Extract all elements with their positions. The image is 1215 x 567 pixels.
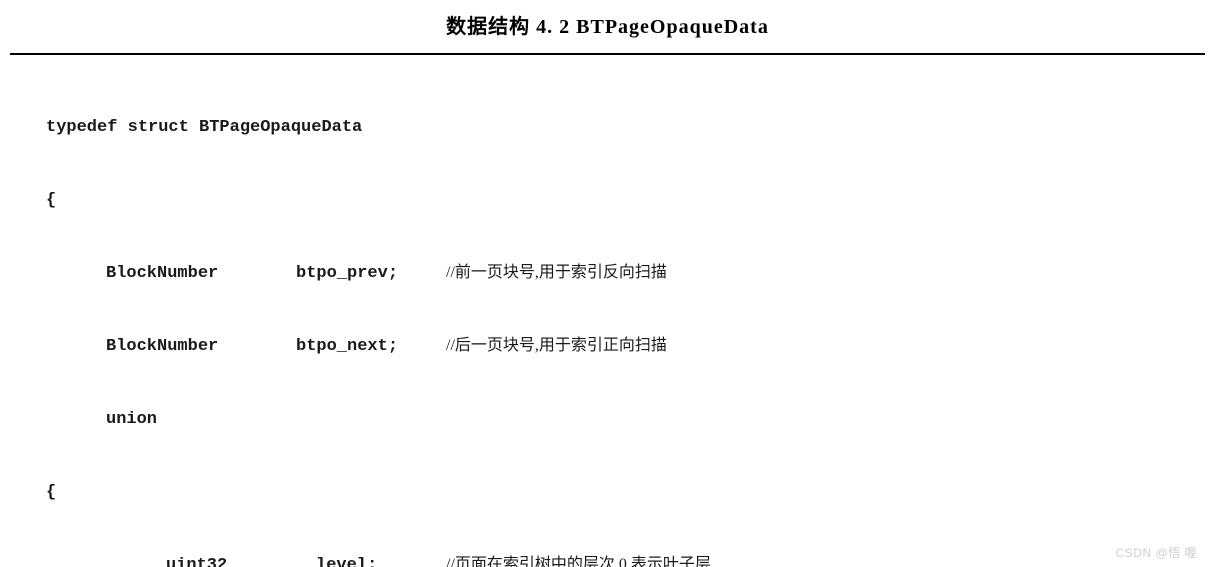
document-page: 数据结构 4. 2 BTPageOpaqueData typedef struc…: [0, 0, 1215, 567]
code-line: {: [46, 183, 1205, 220]
field-type: uint32: [166, 548, 316, 567]
field-name: btpo_prev;: [296, 256, 446, 293]
field-row: union: [46, 402, 1205, 439]
field-row: BlockNumberbtpo_next;//后一页块号,用于索引正向扫描: [46, 329, 1205, 366]
field-comment: //页面在索引树中的层次,0 表示叶子层: [446, 548, 711, 567]
typedef-line: typedef struct BTPageOpaqueData: [46, 110, 362, 147]
union-keyword: union: [106, 402, 296, 439]
code-line: typedef struct BTPageOpaqueData: [46, 110, 1205, 147]
open-brace: {: [46, 475, 56, 512]
field-type: BlockNumber: [106, 329, 296, 366]
field-comment: //前一页块号,用于索引反向扫描: [446, 256, 667, 293]
code-block: typedef struct BTPageOpaqueData { BlockN…: [0, 55, 1215, 567]
field-row: uint32level;//页面在索引树中的层次,0 表示叶子层: [46, 548, 1205, 567]
field-name: btpo_next;: [296, 329, 446, 366]
open-brace: {: [46, 183, 56, 220]
struct-title: 数据结构 4. 2 BTPageOpaqueData: [0, 0, 1215, 49]
field-name: level;: [316, 548, 446, 567]
field-row: BlockNumberbtpo_prev;//前一页块号,用于索引反向扫描: [46, 256, 1205, 293]
code-line: {: [46, 475, 1205, 512]
field-type: BlockNumber: [106, 256, 296, 293]
field-comment: //后一页块号,用于索引正向扫描: [446, 329, 667, 366]
watermark: CSDN @悟 喔: [1116, 544, 1197, 561]
